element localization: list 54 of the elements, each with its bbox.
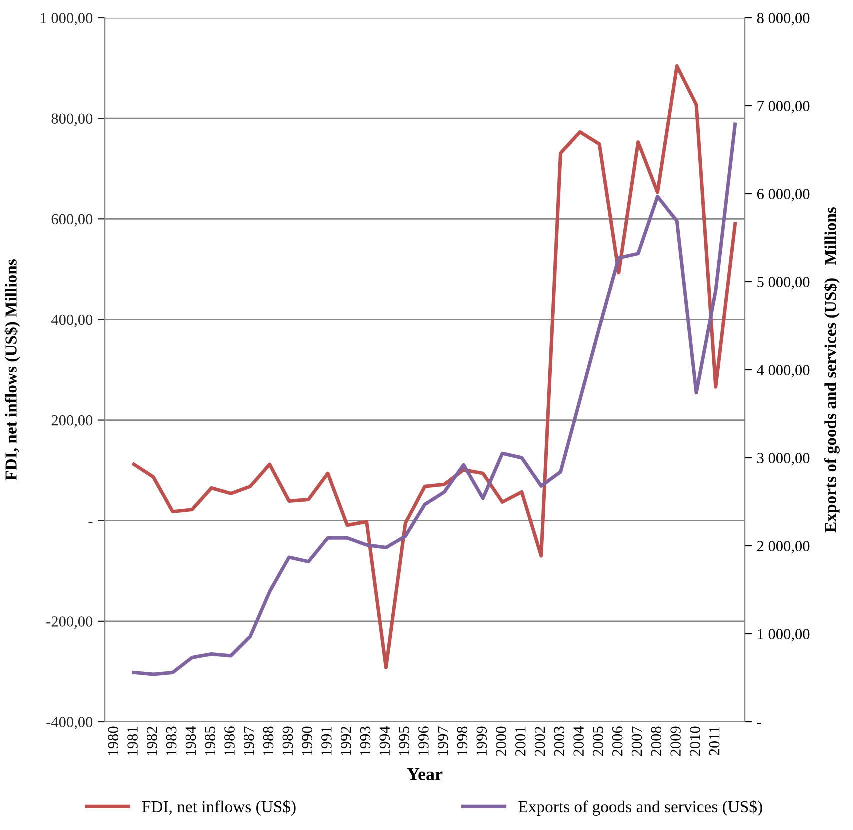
x-tick-label: 2003	[554, 726, 565, 756]
x-tick-label: 2002	[534, 727, 546, 756]
y-axis-title: FDI, net inflows (US$) Millions	[4, 260, 20, 481]
x-tick-label: 1984	[186, 726, 196, 756]
x-tick-label: 2009	[670, 726, 681, 756]
x-tick-label: 1996	[418, 726, 429, 756]
y-tick-label: -	[88, 522, 93, 524]
x-tick-label: 1980	[108, 726, 119, 756]
y-tick-label: 200,00	[52, 415, 93, 428]
y2-tick-label: 7 000,00	[758, 101, 810, 114]
y2-axis-title: Exports of goods and services (US$) Millions	[824, 207, 840, 533]
x-tick-label: 1992	[340, 727, 352, 756]
legend-label: FDI, net inflows (US$)	[142, 800, 296, 816]
x-tick-label: 2004	[574, 726, 584, 756]
y-tick-label: 400,00	[51, 314, 93, 328]
x-tick-label: 1987	[244, 726, 254, 756]
x-tick-label: 1991	[322, 727, 332, 756]
legend-label: Exports of goods and services (US$)	[518, 800, 762, 816]
y2-tick-label: 5 000,00	[758, 277, 810, 290]
y2-tick-label: 3 000,00	[758, 453, 810, 466]
x-axis-title: Year	[407, 768, 443, 780]
x-tick-label: 2010	[690, 726, 700, 756]
y-tick-label: 800,00	[52, 114, 93, 126]
x-tick-label: 1981	[128, 727, 138, 756]
x-tick-label: 2000	[496, 726, 506, 756]
x-tick-label: 1997	[438, 726, 448, 756]
y2-tick-label: 2 000,00	[757, 541, 810, 554]
x-tick-label: 1999	[476, 726, 488, 756]
x-tick-label: 1983	[166, 726, 177, 756]
y2-tick-label: 1 000,00	[758, 629, 810, 642]
y-tick-label: -400,00	[46, 717, 93, 730]
x-tick-label: 1995	[399, 726, 410, 756]
y2-tick-label: 8 000,00	[757, 13, 810, 26]
x-tick-label: 1989	[282, 726, 294, 756]
x-tick-label: 1988	[263, 726, 274, 756]
y2-tick-label: 6 000,00	[757, 189, 810, 202]
y-tick-label: 1 000,00	[41, 13, 93, 26]
x-tick-label: 2001	[515, 727, 526, 756]
x-tick-label: 2007	[632, 726, 642, 756]
y2-tick-label: -	[757, 723, 762, 724]
x-tick-label: 1982	[147, 727, 158, 756]
x-tick-label: 2008	[651, 726, 662, 756]
y2-tick-label: 4 000,00	[757, 365, 810, 378]
x-tick-label: 1998	[457, 726, 468, 756]
x-tick-label: 1993	[360, 726, 371, 756]
y-tick-label: 600,00	[52, 214, 93, 227]
y-tick-label: -200,00	[46, 616, 93, 630]
x-tick-label: 1990	[302, 726, 312, 756]
x-tick-label: 1986	[224, 726, 235, 756]
x-tick-label: 1985	[205, 726, 216, 756]
x-tick-label: 2006	[612, 726, 623, 756]
x-tick-label: 1994	[380, 726, 390, 756]
x-tick-label: 2011	[709, 727, 720, 756]
x-tick-label: 2005	[593, 726, 604, 756]
